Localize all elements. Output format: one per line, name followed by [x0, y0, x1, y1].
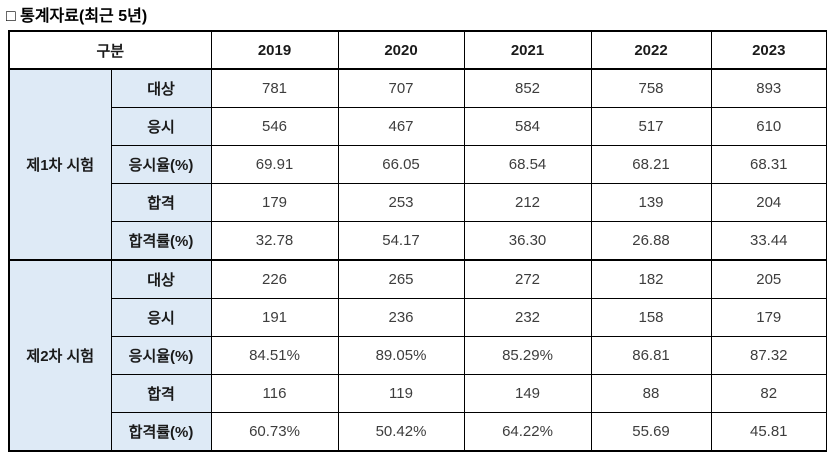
column-header-gubun: 구분	[8, 30, 212, 70]
table-row: 응시율(%) 84.51% 89.05% 85.29% 86.81 87.32	[9, 336, 827, 375]
cell-value: 236	[337, 298, 465, 337]
cell-value: 54.17	[337, 221, 465, 261]
section-label-exam1: 제1차 시험	[8, 68, 112, 261]
table-row: 합격률(%) 60.73% 50.42% 64.22% 55.69 45.81	[9, 412, 827, 452]
cell-value: 86.81	[590, 336, 712, 375]
cell-value: 191	[210, 298, 339, 337]
cell-value: 60.73%	[210, 412, 339, 452]
cell-value: 55.69	[590, 412, 712, 452]
cell-value: 852	[463, 68, 592, 108]
cell-value: 265	[337, 259, 465, 299]
row-label-applied: 응시	[110, 107, 212, 146]
cell-value: 232	[463, 298, 592, 337]
row-label-apply-rate: 응시율(%)	[110, 336, 212, 375]
cell-value: 610	[710, 107, 827, 146]
cell-value: 546	[210, 107, 339, 146]
cell-value: 467	[337, 107, 465, 146]
cell-value: 179	[210, 183, 339, 222]
header-row: 구분 2019 2020 2021 2022 2023	[8, 30, 827, 70]
table-row: 응시 191 236 232 158 179	[9, 298, 827, 337]
cell-value: 205	[710, 259, 827, 299]
cell-value: 517	[590, 107, 712, 146]
cell-value: 116	[210, 374, 339, 413]
cell-value: 119	[337, 374, 465, 413]
cell-value: 89.05%	[337, 336, 465, 375]
row-label-target: 대상	[110, 68, 212, 108]
column-header-2020: 2020	[337, 30, 465, 70]
cell-value: 758	[590, 68, 712, 108]
table-row: 응시율(%) 69.91 66.05 68.54 68.21 68.31	[9, 145, 827, 184]
column-header-2023: 2023	[710, 30, 827, 70]
cell-value: 32.78	[210, 221, 339, 261]
cell-value: 88	[590, 374, 712, 413]
cell-value: 68.31	[710, 145, 827, 184]
cell-value: 36.30	[463, 221, 592, 261]
cell-value: 87.32	[710, 336, 827, 375]
cell-value: 253	[337, 183, 465, 222]
table-row: 제2차 시험 대상 226 265 272 182 205	[8, 259, 827, 452]
cell-value: 226	[210, 259, 339, 299]
cell-value: 50.42%	[337, 412, 465, 452]
cell-value: 68.54	[463, 145, 592, 184]
cell-value: 182	[590, 259, 712, 299]
row-label-passed: 합격	[110, 374, 212, 413]
cell-value: 584	[463, 107, 592, 146]
cell-value: 139	[590, 183, 712, 222]
page-title: □ 통계자료(최근 5년)	[6, 8, 148, 25]
cell-value: 204	[710, 183, 827, 222]
table-row: 응시 546 467 584 517 610	[9, 107, 827, 146]
cell-value: 893	[710, 68, 827, 108]
cell-value: 158	[590, 298, 712, 337]
table-row: 합격 116 119 149 88 82	[9, 374, 827, 413]
table-row: 합격 179 253 212 139 204	[9, 183, 827, 222]
cell-value: 149	[463, 374, 592, 413]
cell-value: 82	[710, 374, 827, 413]
table-row: 제1차 시험 대상 781 707 852 758 893	[8, 68, 827, 261]
cell-value: 26.88	[590, 221, 712, 261]
row-label-target: 대상	[110, 259, 212, 299]
cell-value: 68.21	[590, 145, 712, 184]
row-label-passed: 합격	[110, 183, 212, 222]
statistics-table: 구분 2019 2020 2021 2022 2023 제1차 시험 대상 78…	[8, 30, 827, 452]
cell-value: 64.22%	[463, 412, 592, 452]
cell-value: 66.05	[337, 145, 465, 184]
row-label-apply-rate: 응시율(%)	[110, 145, 212, 184]
cell-value: 781	[210, 68, 339, 108]
cell-value: 69.91	[210, 145, 339, 184]
column-header-2021: 2021	[463, 30, 592, 70]
cell-value: 272	[463, 259, 592, 299]
row-label-pass-rate: 합격률(%)	[110, 221, 212, 261]
table-row: 합격률(%) 32.78 54.17 36.30 26.88 33.44	[9, 221, 827, 261]
cell-value: 212	[463, 183, 592, 222]
cell-value: 45.81	[710, 412, 827, 452]
cell-value: 33.44	[710, 221, 827, 261]
cell-value: 85.29%	[463, 336, 592, 375]
row-label-applied: 응시	[110, 298, 212, 337]
column-header-2019: 2019	[210, 30, 339, 70]
column-header-2022: 2022	[590, 30, 712, 70]
cell-value: 84.51%	[210, 336, 339, 375]
cell-value: 179	[710, 298, 827, 337]
cell-value: 707	[337, 68, 465, 108]
section-label-exam2: 제2차 시험	[8, 259, 112, 452]
row-label-pass-rate: 합격률(%)	[110, 412, 212, 452]
